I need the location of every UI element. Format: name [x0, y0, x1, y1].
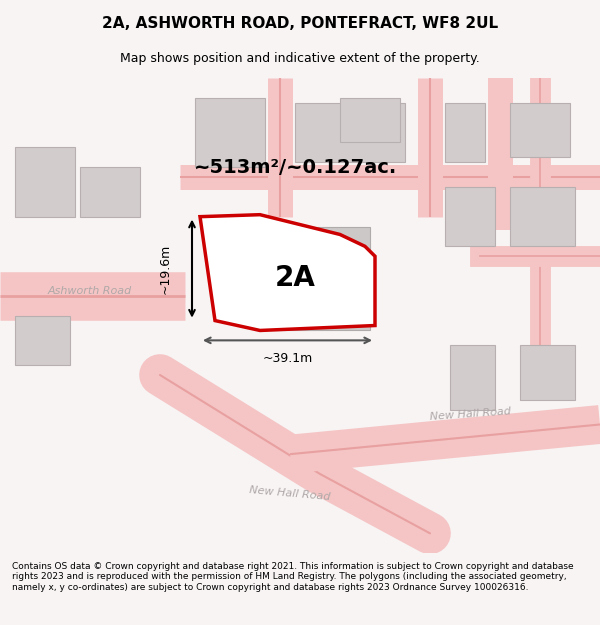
Bar	[340, 98, 400, 142]
Bar	[510, 187, 575, 246]
Text: ~513m²/~0.127ac.: ~513m²/~0.127ac.	[193, 158, 397, 177]
Bar	[520, 345, 575, 400]
Text: ~19.6m: ~19.6m	[159, 244, 172, 294]
Bar	[450, 345, 495, 409]
Text: Map shows position and indicative extent of the property.: Map shows position and indicative extent…	[120, 52, 480, 65]
Bar	[15, 148, 75, 217]
Text: Ashworth Road: Ashworth Road	[48, 286, 132, 296]
Text: New Hall Road: New Hall Road	[429, 407, 511, 422]
Bar	[195, 98, 265, 167]
Text: 2A: 2A	[275, 264, 316, 292]
Bar	[295, 103, 405, 162]
Text: Contains OS data © Crown copyright and database right 2021. This information is : Contains OS data © Crown copyright and d…	[12, 562, 574, 591]
Bar	[445, 103, 485, 162]
Bar	[255, 226, 370, 331]
Bar	[15, 316, 70, 365]
Bar	[445, 187, 495, 246]
Polygon shape	[200, 214, 375, 331]
Text: New Hall Road: New Hall Road	[249, 485, 331, 502]
Bar	[510, 103, 570, 158]
Text: 2A, ASHWORTH ROAD, PONTEFRACT, WF8 2UL: 2A, ASHWORTH ROAD, PONTEFRACT, WF8 2UL	[102, 16, 498, 31]
Text: ~39.1m: ~39.1m	[262, 352, 313, 364]
Bar	[80, 167, 140, 217]
